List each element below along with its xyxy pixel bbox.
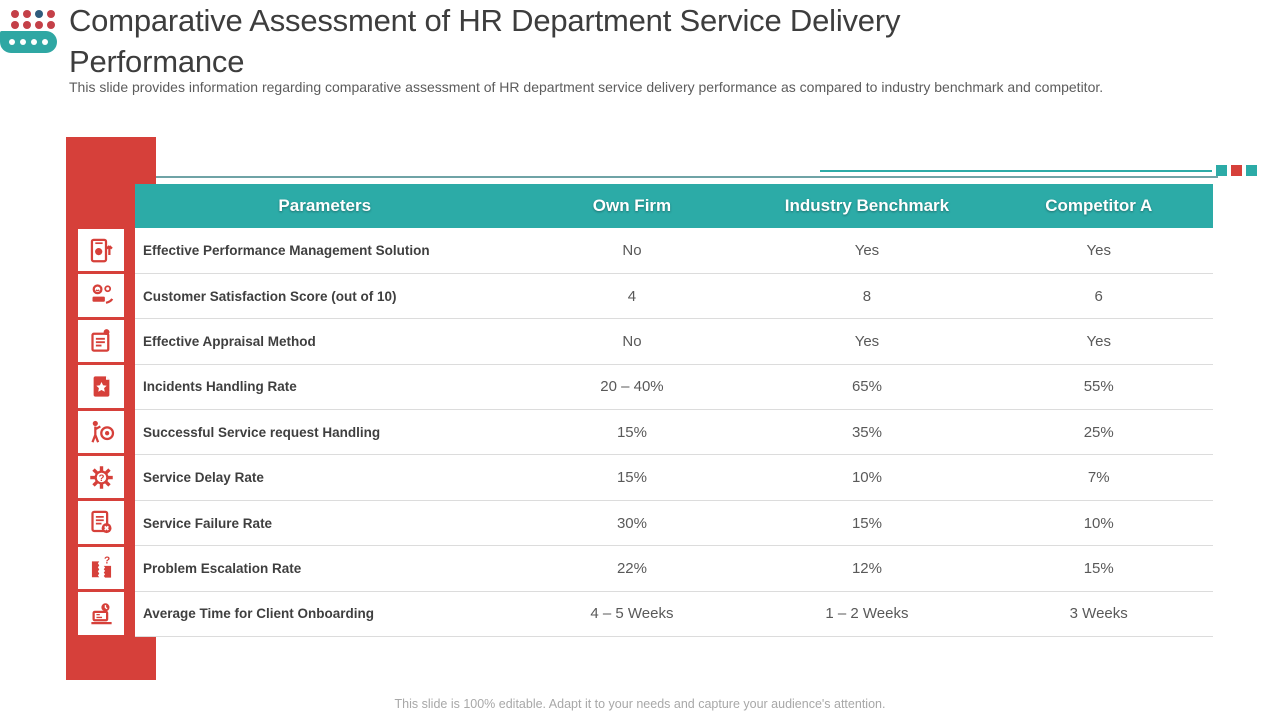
page-subtitle: This slide provides information regardin… — [69, 79, 1104, 95]
industry-benchmark-cell: 1 – 2 Weeks — [749, 591, 985, 638]
industry-benchmark-cell: 35% — [749, 409, 985, 456]
logo-dot-icon — [23, 21, 31, 29]
logo-pill — [0, 31, 57, 53]
parameter-cell: Average Time for Client Onboarding — [135, 591, 515, 638]
parameter-cell: Effective Appraisal Method — [135, 318, 515, 365]
logo-dot-icon — [31, 39, 37, 45]
divider-line — [140, 176, 1218, 178]
column-header-competitor-a: Competitor A — [984, 184, 1213, 228]
own-firm-cell: No — [514, 228, 750, 274]
parameter-cell: Problem Escalation Rate — [135, 545, 515, 592]
logo-dot-icon — [11, 21, 19, 29]
industry-benchmark-cell: 65% — [749, 364, 985, 411]
comparison-table: Parameters Own Firm Industry Benchmark C… — [135, 184, 1213, 638]
own-firm-cell: 15% — [514, 409, 750, 456]
accent-square — [1246, 165, 1257, 176]
customer-satisfaction-icon — [78, 274, 124, 317]
table-header-row: Parameters Own Firm Industry Benchmark C… — [135, 184, 1213, 228]
table-row: Customer Satisfaction Score (out of 10) … — [135, 273, 1213, 320]
competitor-a-cell: 6 — [984, 273, 1213, 320]
logo-dot-icon — [47, 21, 55, 29]
accent-square — [1231, 165, 1242, 176]
parameter-cell: Successful Service request Handling — [135, 409, 515, 456]
accent-square — [1216, 165, 1227, 176]
own-firm-cell: 4 – 5 Weeks — [514, 591, 750, 638]
footer-note: This slide is 100% editable. Adapt it to… — [394, 697, 886, 711]
competitor-a-cell: Yes — [984, 228, 1213, 274]
logo-dot-icon — [35, 21, 43, 29]
industry-benchmark-cell: Yes — [749, 318, 985, 365]
logo-dot-icon — [20, 39, 26, 45]
own-firm-cell: 30% — [514, 500, 750, 547]
table-row: Average Time for Client Onboarding 4 – 5… — [135, 591, 1213, 638]
column-header-industry-benchmark: Industry Benchmark — [749, 184, 985, 228]
logo-dots-row1 — [11, 10, 55, 18]
table-row: Problem Escalation Rate 22% 12% 15% — [135, 545, 1213, 592]
logo-dot-icon — [9, 39, 15, 45]
competitor-a-cell: Yes — [984, 318, 1213, 365]
column-header-parameters: Parameters — [135, 184, 515, 228]
table-row: Effective Appraisal Method No Yes Yes — [135, 318, 1213, 365]
laptop-clock-icon — [78, 592, 124, 635]
logo-dot-icon — [42, 39, 48, 45]
page-title: Comparative Assessment of HR Department … — [69, 3, 901, 79]
own-firm-cell: 4 — [514, 273, 750, 320]
logo-dots-row2 — [11, 21, 55, 29]
document-error-icon — [78, 501, 124, 544]
competitor-a-cell: 15% — [984, 545, 1213, 592]
industry-benchmark-cell: Yes — [749, 228, 985, 274]
industry-benchmark-cell: 15% — [749, 500, 985, 547]
logo-dot-icon — [23, 10, 31, 18]
parameter-cell: Effective Performance Management Solutio… — [135, 228, 515, 274]
parameter-cell: Service Delay Rate — [135, 454, 515, 501]
target-person-icon — [78, 410, 124, 453]
parameter-cell: Customer Satisfaction Score (out of 10) — [135, 273, 515, 320]
industry-benchmark-cell: 12% — [749, 545, 985, 592]
puzzle-question-icon: ? — [78, 546, 124, 590]
table-row: Incidents Handling Rate 20 – 40% 65% 55% — [135, 364, 1213, 411]
star-bookmark-icon — [78, 365, 124, 408]
logo-dot-icon — [11, 10, 19, 18]
table-row: Effective Performance Management Solutio… — [135, 228, 1213, 274]
svg-text:?: ? — [104, 556, 110, 567]
logo-dot-icon — [35, 10, 43, 18]
row-icon-column: ? ? — [78, 229, 124, 635]
appraisal-clipboard-icon — [78, 319, 124, 363]
parameter-cell: Incidents Handling Rate — [135, 364, 515, 411]
competitor-a-cell: 25% — [984, 409, 1213, 456]
table-row: Service Failure Rate 30% 15% 10% — [135, 500, 1213, 547]
competitor-a-cell: 10% — [984, 500, 1213, 547]
performance-report-icon — [78, 229, 124, 272]
own-firm-cell: 22% — [514, 545, 750, 592]
competitor-a-cell: 55% — [984, 364, 1213, 411]
own-firm-cell: 20 – 40% — [514, 364, 750, 411]
industry-benchmark-cell: 10% — [749, 454, 985, 501]
competitor-a-cell: 7% — [984, 454, 1213, 501]
own-firm-cell: 15% — [514, 454, 750, 501]
gear-question-icon: ? — [78, 455, 124, 499]
column-header-own-firm: Own Firm — [514, 184, 750, 228]
accent-line — [820, 170, 1212, 172]
svg-text:?: ? — [98, 473, 104, 484]
table-row: Successful Service request Handling 15% … — [135, 409, 1213, 456]
table-row: Service Delay Rate 15% 10% 7% — [135, 454, 1213, 501]
brand-logo — [0, 10, 70, 56]
parameter-cell: Service Failure Rate — [135, 500, 515, 547]
logo-dot-icon — [47, 10, 55, 18]
competitor-a-cell: 3 Weeks — [984, 591, 1213, 638]
industry-benchmark-cell: 8 — [749, 273, 985, 320]
own-firm-cell: No — [514, 318, 750, 365]
